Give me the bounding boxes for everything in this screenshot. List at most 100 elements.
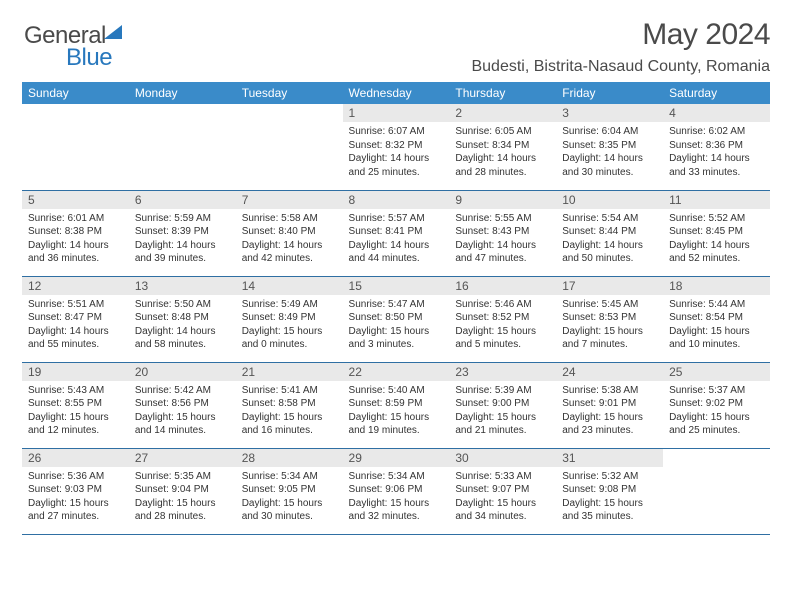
calendar-day-cell: 30Sunrise: 5:33 AMSunset: 9:07 PMDayligh… — [449, 448, 556, 534]
day-details: Sunrise: 5:51 AMSunset: 8:47 PMDaylight:… — [22, 295, 129, 356]
day-details: Sunrise: 5:42 AMSunset: 8:56 PMDaylight:… — [129, 381, 236, 442]
calendar-day-cell: 7Sunrise: 5:58 AMSunset: 8:40 PMDaylight… — [236, 190, 343, 276]
day-details: Sunrise: 5:38 AMSunset: 9:01 PMDaylight:… — [556, 381, 663, 442]
day-details: Sunrise: 5:46 AMSunset: 8:52 PMDaylight:… — [449, 295, 556, 356]
day-number: 25 — [663, 363, 770, 381]
day-details: Sunrise: 5:32 AMSunset: 9:08 PMDaylight:… — [556, 467, 663, 528]
day-number: 21 — [236, 363, 343, 381]
weekday-header: Thursday — [449, 82, 556, 104]
day-number: 6 — [129, 191, 236, 209]
day-details: Sunrise: 6:02 AMSunset: 8:36 PMDaylight:… — [663, 122, 770, 183]
calendar-day-cell: 17Sunrise: 5:45 AMSunset: 8:53 PMDayligh… — [556, 276, 663, 362]
day-number: 10 — [556, 191, 663, 209]
calendar-day-cell: 23Sunrise: 5:39 AMSunset: 9:00 PMDayligh… — [449, 362, 556, 448]
calendar-day-cell: 14Sunrise: 5:49 AMSunset: 8:49 PMDayligh… — [236, 276, 343, 362]
day-details: Sunrise: 5:41 AMSunset: 8:58 PMDaylight:… — [236, 381, 343, 442]
calendar-day-cell: 24Sunrise: 5:38 AMSunset: 9:01 PMDayligh… — [556, 362, 663, 448]
weekday-header: Friday — [556, 82, 663, 104]
day-details: Sunrise: 6:05 AMSunset: 8:34 PMDaylight:… — [449, 122, 556, 183]
page-title: May 2024 — [22, 18, 770, 52]
day-details: Sunrise: 5:45 AMSunset: 8:53 PMDaylight:… — [556, 295, 663, 356]
calendar-week-row: 5Sunrise: 6:01 AMSunset: 8:38 PMDaylight… — [22, 190, 770, 276]
day-number: 9 — [449, 191, 556, 209]
calendar-day-cell — [663, 448, 770, 534]
day-number: 1 — [343, 104, 450, 122]
day-number: 14 — [236, 277, 343, 295]
day-number: 17 — [556, 277, 663, 295]
calendar-day-cell: 2Sunrise: 6:05 AMSunset: 8:34 PMDaylight… — [449, 104, 556, 190]
location-text: Budesti, Bistrita-Nasaud County, Romania — [22, 58, 770, 76]
calendar-day-cell: 11Sunrise: 5:52 AMSunset: 8:45 PMDayligh… — [663, 190, 770, 276]
day-number: 31 — [556, 449, 663, 467]
day-number: 24 — [556, 363, 663, 381]
weekday-header: Saturday — [663, 82, 770, 104]
calendar-day-cell: 22Sunrise: 5:40 AMSunset: 8:59 PMDayligh… — [343, 362, 450, 448]
calendar-day-cell: 4Sunrise: 6:02 AMSunset: 8:36 PMDaylight… — [663, 104, 770, 190]
calendar-table: Sunday Monday Tuesday Wednesday Thursday… — [22, 82, 770, 535]
day-number: 20 — [129, 363, 236, 381]
brand-logo: General Blue — [24, 20, 124, 72]
day-details: Sunrise: 5:36 AMSunset: 9:03 PMDaylight:… — [22, 467, 129, 528]
calendar-day-cell: 8Sunrise: 5:57 AMSunset: 8:41 PMDaylight… — [343, 190, 450, 276]
calendar-day-cell: 15Sunrise: 5:47 AMSunset: 8:50 PMDayligh… — [343, 276, 450, 362]
calendar-day-cell: 27Sunrise: 5:35 AMSunset: 9:04 PMDayligh… — [129, 448, 236, 534]
day-number: 16 — [449, 277, 556, 295]
day-number: 11 — [663, 191, 770, 209]
calendar-day-cell: 25Sunrise: 5:37 AMSunset: 9:02 PMDayligh… — [663, 362, 770, 448]
calendar-day-cell: 28Sunrise: 5:34 AMSunset: 9:05 PMDayligh… — [236, 448, 343, 534]
calendar-day-cell: 5Sunrise: 6:01 AMSunset: 8:38 PMDaylight… — [22, 190, 129, 276]
day-number: 30 — [449, 449, 556, 467]
calendar-week-row: 12Sunrise: 5:51 AMSunset: 8:47 PMDayligh… — [22, 276, 770, 362]
day-details: Sunrise: 6:04 AMSunset: 8:35 PMDaylight:… — [556, 122, 663, 183]
day-details: Sunrise: 5:35 AMSunset: 9:04 PMDaylight:… — [129, 467, 236, 528]
day-number: 3 — [556, 104, 663, 122]
calendar-day-cell — [236, 104, 343, 190]
day-number: 13 — [129, 277, 236, 295]
weekday-header: Monday — [129, 82, 236, 104]
day-details: Sunrise: 5:34 AMSunset: 9:05 PMDaylight:… — [236, 467, 343, 528]
calendar-day-cell — [129, 104, 236, 190]
calendar-day-cell: 26Sunrise: 5:36 AMSunset: 9:03 PMDayligh… — [22, 448, 129, 534]
calendar-day-cell: 16Sunrise: 5:46 AMSunset: 8:52 PMDayligh… — [449, 276, 556, 362]
day-number: 22 — [343, 363, 450, 381]
day-details: Sunrise: 5:58 AMSunset: 8:40 PMDaylight:… — [236, 209, 343, 270]
day-details: Sunrise: 5:40 AMSunset: 8:59 PMDaylight:… — [343, 381, 450, 442]
calendar-day-cell: 29Sunrise: 5:34 AMSunset: 9:06 PMDayligh… — [343, 448, 450, 534]
calendar-day-cell: 18Sunrise: 5:44 AMSunset: 8:54 PMDayligh… — [663, 276, 770, 362]
day-number: 23 — [449, 363, 556, 381]
day-details: Sunrise: 5:43 AMSunset: 8:55 PMDaylight:… — [22, 381, 129, 442]
calendar-week-row: 26Sunrise: 5:36 AMSunset: 9:03 PMDayligh… — [22, 448, 770, 534]
day-details: Sunrise: 5:52 AMSunset: 8:45 PMDaylight:… — [663, 209, 770, 270]
day-number: 28 — [236, 449, 343, 467]
day-details: Sunrise: 5:54 AMSunset: 8:44 PMDaylight:… — [556, 209, 663, 270]
day-details: Sunrise: 5:57 AMSunset: 8:41 PMDaylight:… — [343, 209, 450, 270]
calendar-day-cell: 19Sunrise: 5:43 AMSunset: 8:55 PMDayligh… — [22, 362, 129, 448]
day-number: 12 — [22, 277, 129, 295]
day-details: Sunrise: 5:33 AMSunset: 9:07 PMDaylight:… — [449, 467, 556, 528]
calendar-week-row: 1Sunrise: 6:07 AMSunset: 8:32 PMDaylight… — [22, 104, 770, 190]
calendar-day-cell: 21Sunrise: 5:41 AMSunset: 8:58 PMDayligh… — [236, 362, 343, 448]
day-number: 7 — [236, 191, 343, 209]
day-details: Sunrise: 5:44 AMSunset: 8:54 PMDaylight:… — [663, 295, 770, 356]
day-details: Sunrise: 5:50 AMSunset: 8:48 PMDaylight:… — [129, 295, 236, 356]
day-number: 5 — [22, 191, 129, 209]
calendar-day-cell: 1Sunrise: 6:07 AMSunset: 8:32 PMDaylight… — [343, 104, 450, 190]
day-number: 19 — [22, 363, 129, 381]
day-number: 18 — [663, 277, 770, 295]
day-number: 26 — [22, 449, 129, 467]
day-number: 8 — [343, 191, 450, 209]
weekday-header: Tuesday — [236, 82, 343, 104]
day-number: 2 — [449, 104, 556, 122]
day-details: Sunrise: 5:59 AMSunset: 8:39 PMDaylight:… — [129, 209, 236, 270]
calendar-day-cell: 10Sunrise: 5:54 AMSunset: 8:44 PMDayligh… — [556, 190, 663, 276]
calendar-day-cell: 31Sunrise: 5:32 AMSunset: 9:08 PMDayligh… — [556, 448, 663, 534]
day-details: Sunrise: 6:01 AMSunset: 8:38 PMDaylight:… — [22, 209, 129, 270]
calendar-day-cell: 12Sunrise: 5:51 AMSunset: 8:47 PMDayligh… — [22, 276, 129, 362]
day-details: Sunrise: 5:37 AMSunset: 9:02 PMDaylight:… — [663, 381, 770, 442]
day-number: 29 — [343, 449, 450, 467]
calendar-day-cell: 3Sunrise: 6:04 AMSunset: 8:35 PMDaylight… — [556, 104, 663, 190]
day-details: Sunrise: 5:34 AMSunset: 9:06 PMDaylight:… — [343, 467, 450, 528]
day-details: Sunrise: 5:47 AMSunset: 8:50 PMDaylight:… — [343, 295, 450, 356]
calendar-day-cell: 13Sunrise: 5:50 AMSunset: 8:48 PMDayligh… — [129, 276, 236, 362]
weekday-header-row: Sunday Monday Tuesday Wednesday Thursday… — [22, 82, 770, 104]
